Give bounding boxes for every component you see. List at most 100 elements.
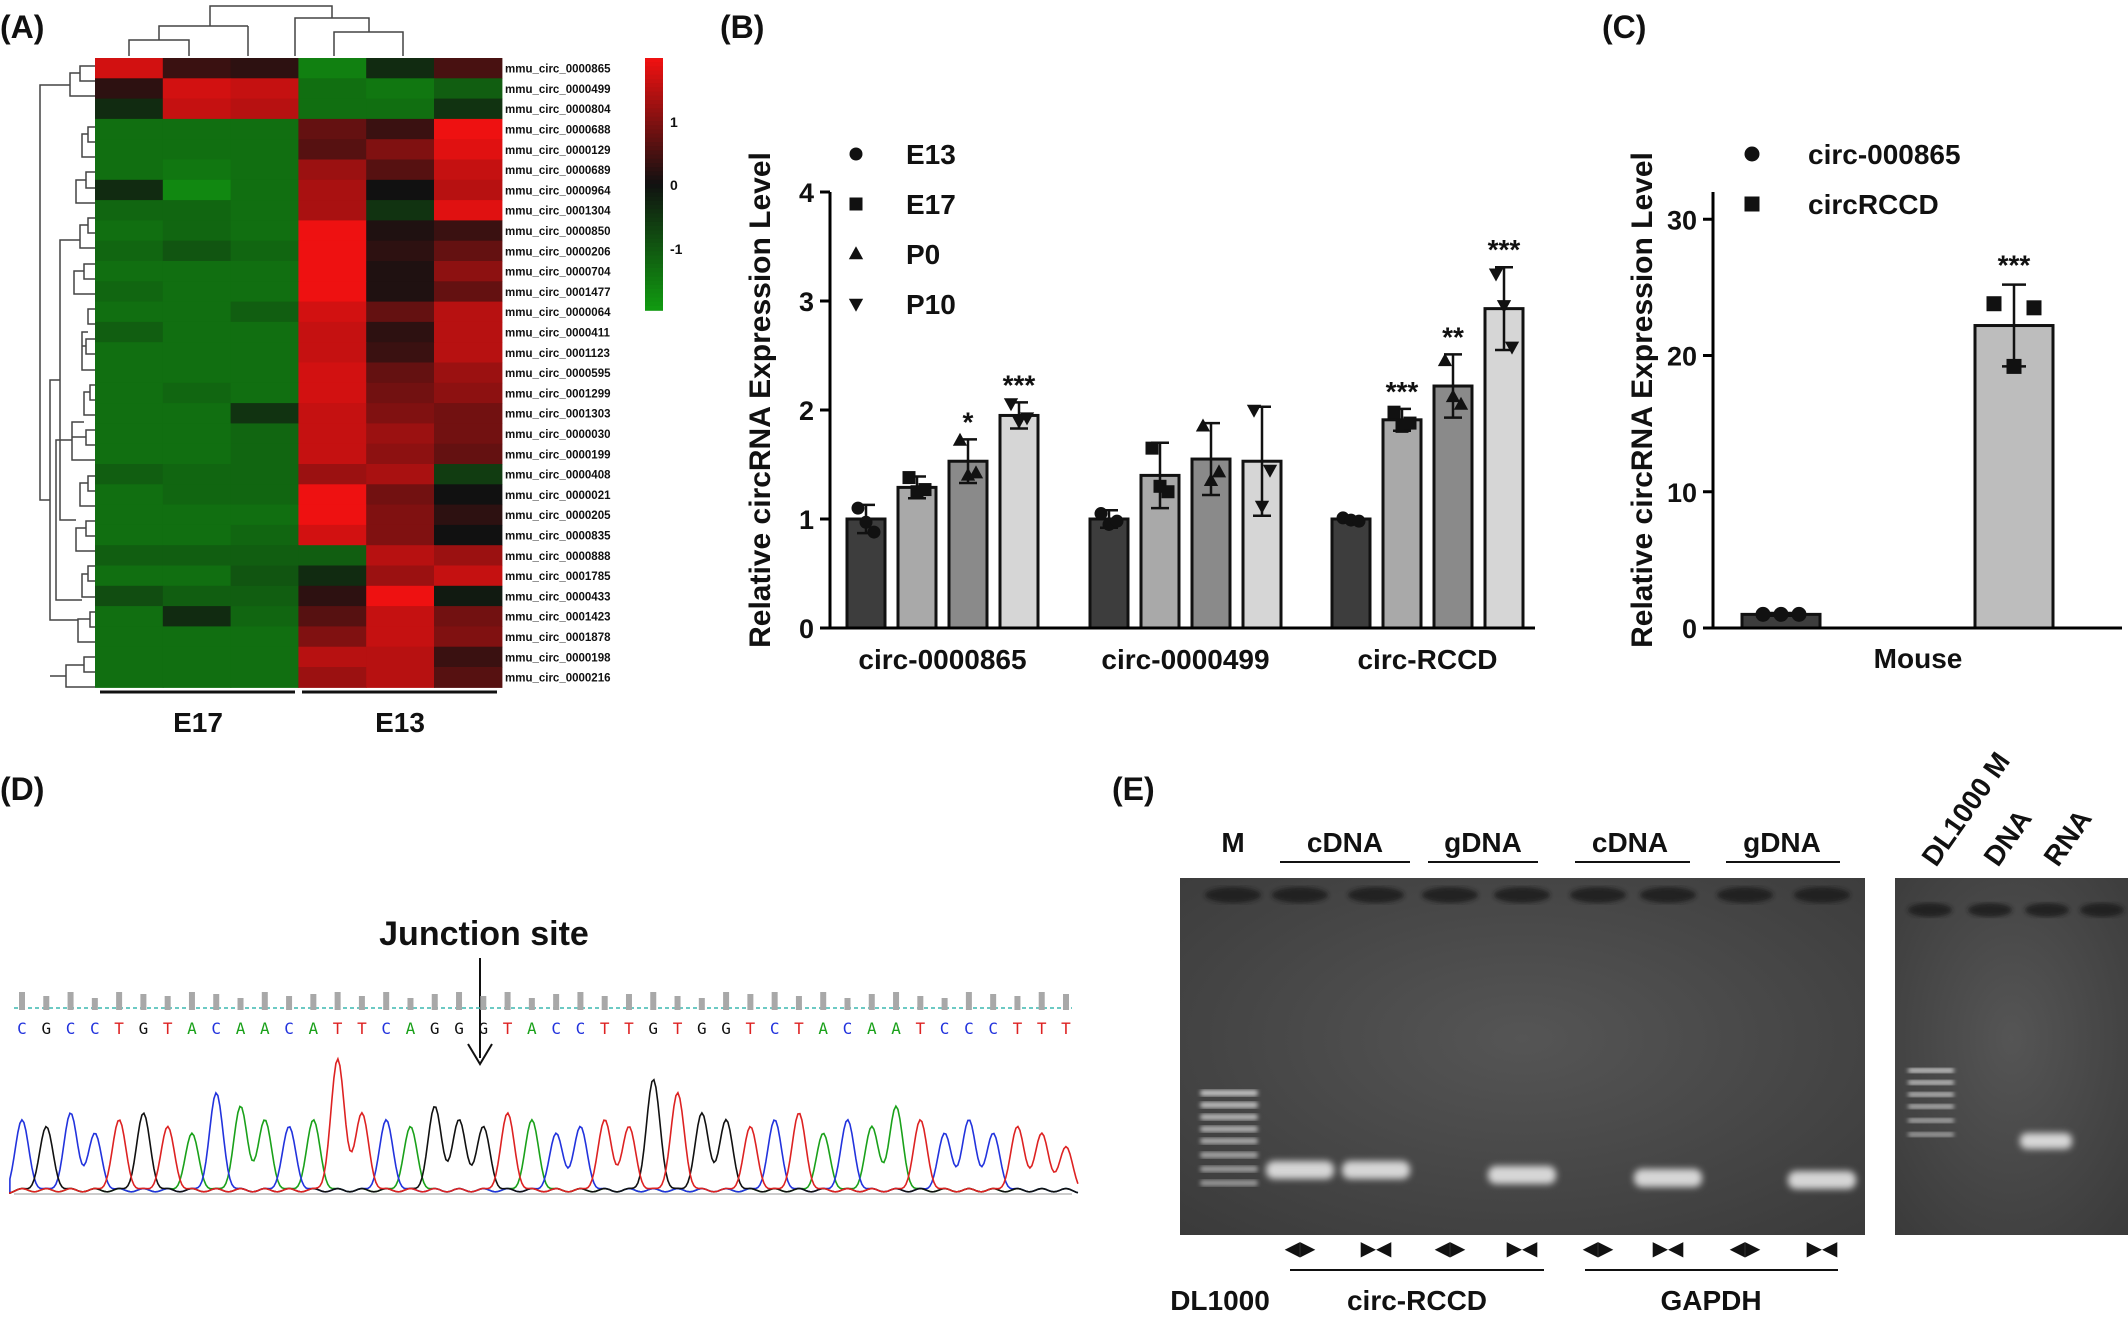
data-point xyxy=(2026,300,2042,316)
color-scale-segment xyxy=(645,58,663,63)
gel-gene-label: GAPDH xyxy=(1660,1285,1761,1316)
heatmap-cell xyxy=(162,524,232,546)
significance-marker: *** xyxy=(1998,250,2031,281)
data-point xyxy=(1011,415,1027,429)
heatmap-row-label: mmu_circ_0001299 xyxy=(505,388,611,400)
data-point xyxy=(1352,514,1366,528)
quality-bar xyxy=(383,992,390,1010)
ladder-band xyxy=(1908,1104,1954,1109)
heatmap-cell xyxy=(230,220,299,242)
data-point xyxy=(1403,416,1417,430)
ladder-band xyxy=(1200,1166,1258,1172)
color-scale-segment xyxy=(645,79,663,84)
primer-glyph: ◀▶ xyxy=(1285,1236,1316,1260)
heatmap-row-label: mmu_circ_0000021 xyxy=(505,490,611,502)
color-scale-segment xyxy=(645,268,663,273)
color-scale-segment xyxy=(645,133,663,139)
base-call: C xyxy=(90,1019,100,1038)
base-call: T xyxy=(1061,1019,1071,1038)
ladder-band xyxy=(1200,1138,1258,1144)
heatmap-cell xyxy=(434,606,503,627)
data-point xyxy=(848,246,864,260)
heatmap-cell xyxy=(434,159,503,181)
heatmap-cell xyxy=(95,139,164,161)
heatmap-cell xyxy=(298,321,367,343)
heatmap-cell xyxy=(162,200,232,221)
heatmap-cell xyxy=(230,98,299,120)
base-call: G xyxy=(697,1019,707,1038)
heatmap-row-label: mmu_circ_0001878 xyxy=(505,632,611,644)
heatmap-cell xyxy=(95,179,164,201)
heatmap-cell xyxy=(230,585,299,607)
data-point xyxy=(1262,464,1278,478)
data-point xyxy=(1445,389,1461,403)
color-scale-tick: 1 xyxy=(670,114,678,130)
heatmap-cell xyxy=(230,261,299,282)
data-point xyxy=(1246,404,1262,418)
significance-markers-c: *** xyxy=(1998,250,2031,281)
heatmap-cell xyxy=(366,504,435,526)
color-scale-segment xyxy=(645,213,663,219)
heatmap-cell xyxy=(95,98,164,120)
heatmap-cell xyxy=(95,342,164,364)
heatmap-cell xyxy=(230,179,299,201)
base-call: C xyxy=(551,1019,561,1038)
heatmap-cell xyxy=(95,159,164,181)
heatmap-row-label: mmu_circ_0000216 xyxy=(505,673,611,685)
y-tick-label: 2 xyxy=(799,396,814,426)
heatmap-row-label: mmu_circ_0000205 xyxy=(505,510,611,522)
quality-bar xyxy=(140,994,147,1010)
heatmap-cell xyxy=(298,464,367,485)
primer-glyph: ▶◀ xyxy=(1807,1236,1838,1260)
base-call: T xyxy=(600,1019,610,1038)
pcr-band xyxy=(1488,1166,1556,1184)
base-call: A xyxy=(527,1019,537,1038)
y-tick-label: 0 xyxy=(799,614,814,644)
color-scale-segment xyxy=(645,255,663,261)
heatmap-cell xyxy=(366,443,435,465)
data-point xyxy=(1488,268,1504,282)
quality-bar xyxy=(893,992,900,1010)
heatmap-cell xyxy=(230,321,299,343)
gel-image-right xyxy=(1895,878,2128,1235)
color-scale-segment xyxy=(645,305,663,311)
heatmap-cell xyxy=(162,118,232,140)
heatmap-cell xyxy=(162,464,232,485)
base-call: G xyxy=(430,1019,440,1038)
color-scale-segment xyxy=(645,289,663,294)
gel-panel: M cDNA gDNA cDNA gDNA DL1000 M DNA RNA ◀… xyxy=(1170,747,2128,1316)
heatmap-cell xyxy=(366,261,435,282)
base-call: T xyxy=(916,1019,926,1038)
quality-bar xyxy=(286,996,293,1010)
quality-bar xyxy=(334,992,341,1010)
heatmap-row-label: mmu_circ_0000595 xyxy=(505,368,611,380)
primer-orientation-glyphs: ◀▶ ▶◀ ◀▶ ▶◀ ◀▶ ▶◀ ◀▶ ▶◀ xyxy=(1285,1236,1838,1260)
ladder-band xyxy=(1908,1068,1954,1073)
color-scale-segment xyxy=(645,242,663,248)
base-call: C xyxy=(211,1019,221,1038)
color-scale-segment xyxy=(645,284,663,290)
heatmap-cell xyxy=(230,362,299,384)
heatmap-cell xyxy=(230,139,299,161)
heatmap-cell xyxy=(298,362,367,384)
color-scale-segment xyxy=(645,276,663,282)
heatmap-cell xyxy=(434,118,503,140)
column-dendrogram xyxy=(128,5,404,56)
pcr-band xyxy=(1788,1171,1856,1189)
heatmap-cell xyxy=(162,179,232,201)
heatmap-cell xyxy=(366,667,435,688)
color-scale-segment xyxy=(645,95,663,101)
data-point xyxy=(902,471,916,485)
color-scale-segment xyxy=(645,251,663,257)
heatmap-cell xyxy=(230,484,299,506)
quality-bar xyxy=(674,996,681,1010)
heatmap-row-label: mmu_circ_0000499 xyxy=(505,84,611,96)
heatmap-cell xyxy=(162,78,232,100)
axes-b: 0 1 2 3 4 xyxy=(799,178,1535,644)
quality-bar xyxy=(577,992,584,1010)
gel-ladder-label: DL1000 xyxy=(1170,1285,1270,1316)
color-scale-segment xyxy=(645,150,663,156)
heatmap-cell xyxy=(162,626,232,648)
color-scale-segment xyxy=(645,226,663,231)
color-scale-segment xyxy=(645,247,663,252)
